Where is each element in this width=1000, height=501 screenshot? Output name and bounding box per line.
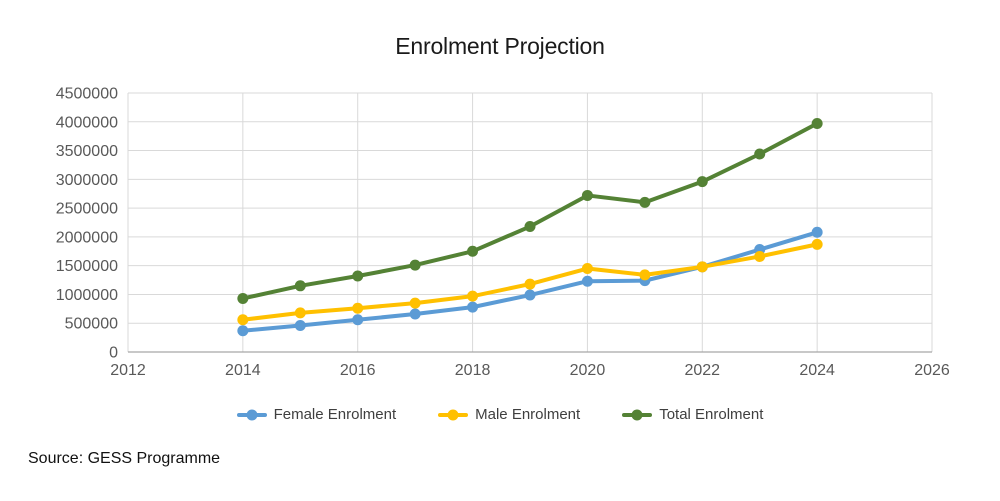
x-tick-label: 2018 bbox=[455, 362, 491, 379]
x-tick-label: 2022 bbox=[684, 362, 720, 379]
series-point-0 bbox=[524, 289, 536, 301]
series-point-0 bbox=[467, 301, 479, 313]
line-chart-plot: 0 500000 1000000 1500000 2000000 2500000 30000… bbox=[56, 86, 950, 380]
series-point-0 bbox=[352, 314, 364, 326]
series-point-1 bbox=[811, 238, 823, 250]
y-tick-label: 3000000 bbox=[56, 172, 118, 189]
series-point-0 bbox=[294, 320, 306, 332]
series-point-0 bbox=[409, 308, 421, 320]
y-tick-label: 4000000 bbox=[56, 114, 118, 131]
y-tick-label: 3500000 bbox=[56, 143, 118, 160]
y-tick-label: 4500000 bbox=[56, 86, 118, 103]
series-point-1 bbox=[639, 269, 651, 281]
y-tick-label: 2000000 bbox=[56, 229, 118, 246]
legend-label-female: Female Enrolment bbox=[273, 406, 397, 423]
series-point-2 bbox=[409, 259, 421, 271]
x-tick-label: 2014 bbox=[225, 362, 261, 379]
legend-line-marker-icon bbox=[622, 409, 653, 420]
series-point-1 bbox=[754, 250, 766, 262]
y-tick-label: 2500000 bbox=[56, 201, 118, 218]
series-point-0 bbox=[581, 275, 593, 287]
legend-item-male-enrolment: Male Enrolment bbox=[438, 406, 580, 423]
legend-dot-icon bbox=[631, 409, 643, 420]
series-point-2 bbox=[811, 118, 823, 130]
series-point-2 bbox=[294, 280, 306, 292]
series-point-2 bbox=[696, 176, 708, 188]
series-point-2 bbox=[754, 148, 766, 160]
legend-dot-icon bbox=[246, 409, 258, 420]
y-tick-label: 0 bbox=[109, 345, 118, 362]
y-tick-label: 1000000 bbox=[56, 287, 118, 304]
series-point-1 bbox=[237, 314, 249, 326]
legend-label-male: Male Enrolment bbox=[475, 406, 581, 423]
x-tick-label: 2020 bbox=[570, 362, 606, 379]
series-point-1 bbox=[294, 307, 306, 319]
series-point-2 bbox=[237, 292, 249, 304]
series-line-2 bbox=[240, 121, 820, 301]
chart-legend: Female Enrolment Male Enrolment Total En… bbox=[0, 406, 1000, 423]
series-point-0 bbox=[811, 226, 823, 238]
legend-item-total-enrolment: Total Enrolment bbox=[622, 406, 763, 423]
legend-item-female-enrolment: Female Enrolment bbox=[236, 406, 397, 423]
legend-line-marker-icon bbox=[438, 409, 469, 420]
y-tick-label: 1500000 bbox=[56, 258, 118, 275]
series-point-2 bbox=[467, 245, 479, 257]
legend-label-total: Total Enrolment bbox=[659, 406, 764, 423]
series-point-2 bbox=[639, 196, 651, 208]
series-point-0 bbox=[237, 325, 249, 337]
series-point-2 bbox=[524, 221, 536, 233]
series-point-2 bbox=[581, 189, 593, 201]
series-point-1 bbox=[409, 297, 421, 309]
series-point-1 bbox=[524, 278, 536, 290]
legend-dot-icon bbox=[447, 409, 459, 420]
series-point-2 bbox=[352, 270, 364, 282]
series-point-1 bbox=[467, 290, 479, 302]
legend-line-marker-icon bbox=[236, 409, 267, 420]
chart-title: Enrolment Projection bbox=[395, 33, 605, 59]
x-tick-label: 2012 bbox=[110, 362, 146, 379]
series-point-1 bbox=[696, 261, 708, 273]
x-tick-label: 2016 bbox=[340, 362, 376, 379]
x-tick-label: 2024 bbox=[799, 362, 835, 379]
series-point-1 bbox=[581, 263, 593, 275]
source-note: Source: GESS Programme bbox=[28, 450, 221, 467]
series-point-1 bbox=[352, 302, 364, 314]
x-tick-label: 2026 bbox=[914, 362, 950, 379]
y-tick-label: 500000 bbox=[65, 316, 118, 333]
